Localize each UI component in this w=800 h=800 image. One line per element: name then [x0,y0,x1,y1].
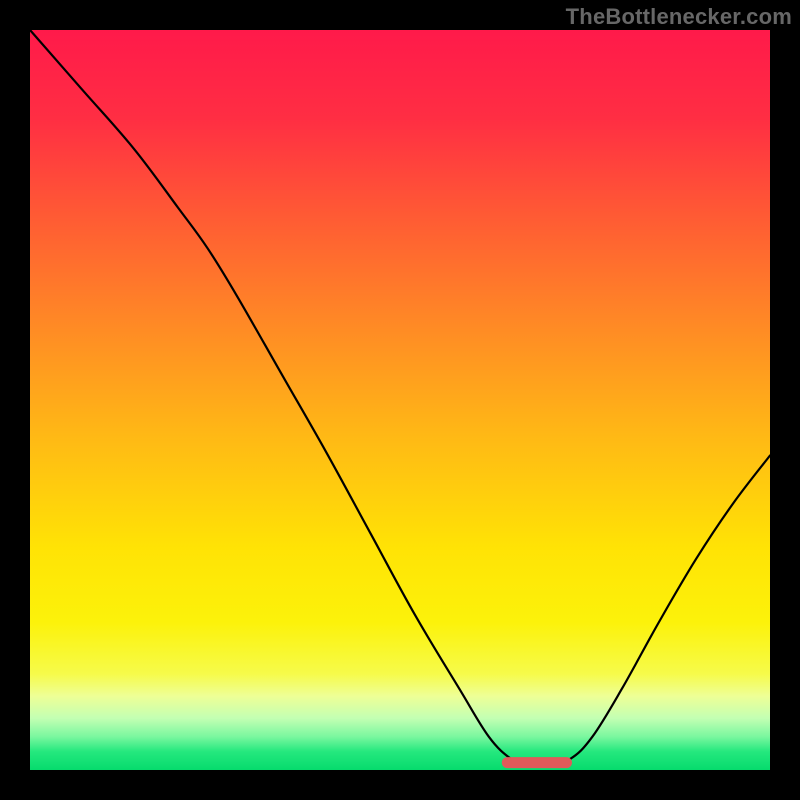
chart-stage: { "watermark": { "text": "TheBottlenecke… [0,0,800,800]
plot-background [30,30,770,770]
bottleneck-chart [0,0,800,800]
